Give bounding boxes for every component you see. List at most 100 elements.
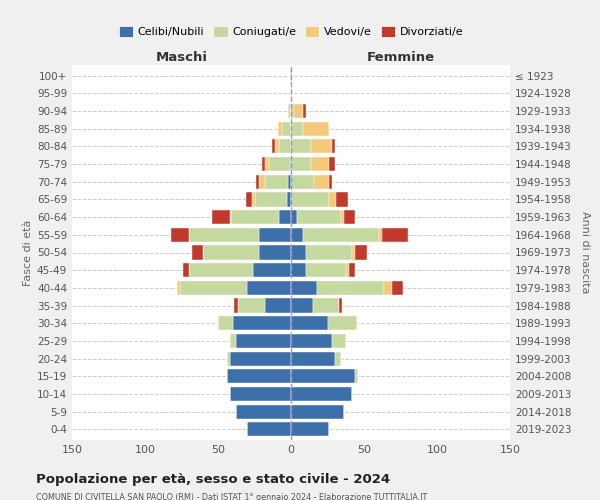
Bar <box>317 281 385 295</box>
Bar <box>230 210 231 224</box>
Bar <box>336 192 348 206</box>
Bar <box>189 228 259 242</box>
Bar <box>344 210 355 224</box>
Legend: Celibi/Nubili, Coniugati/e, Vedovi/e, Divorziati/e: Celibi/Nubili, Coniugati/e, Vedovi/e, Di… <box>115 22 467 42</box>
Bar <box>259 228 291 242</box>
Bar <box>311 140 332 153</box>
Bar <box>349 263 355 278</box>
Bar <box>189 263 253 278</box>
Bar <box>329 192 336 206</box>
Bar <box>259 246 291 260</box>
Bar <box>288 104 290 118</box>
Bar <box>355 369 358 384</box>
Bar <box>262 157 265 171</box>
Bar <box>265 157 269 171</box>
Text: Femmine: Femmine <box>367 51 434 64</box>
Bar <box>231 210 280 224</box>
Bar <box>291 298 313 312</box>
Bar <box>314 174 329 189</box>
Bar <box>291 352 335 366</box>
Bar <box>233 316 291 330</box>
Bar <box>313 298 339 312</box>
Bar <box>203 246 259 260</box>
Bar <box>291 369 355 384</box>
Bar <box>291 422 329 436</box>
Bar <box>291 104 294 118</box>
Bar <box>280 210 291 224</box>
Bar <box>291 387 352 401</box>
Bar <box>392 281 403 295</box>
Bar <box>291 122 302 136</box>
Bar <box>288 174 291 189</box>
Bar <box>302 122 329 136</box>
Text: Maschi: Maschi <box>155 51 208 64</box>
Bar <box>227 352 230 366</box>
Bar <box>291 281 317 295</box>
Bar <box>234 298 238 312</box>
Bar <box>291 86 292 101</box>
Bar <box>302 104 305 118</box>
Bar <box>265 174 288 189</box>
Bar <box>332 334 346 348</box>
Bar <box>238 298 265 312</box>
Bar <box>291 228 302 242</box>
Bar <box>256 174 259 189</box>
Bar <box>355 246 367 260</box>
Bar <box>218 316 233 330</box>
Bar <box>382 228 408 242</box>
Bar <box>230 334 236 348</box>
Bar <box>290 157 291 171</box>
Bar <box>352 246 355 260</box>
Bar <box>305 263 346 278</box>
Bar <box>247 281 291 295</box>
Bar <box>246 192 251 206</box>
Bar <box>328 316 356 330</box>
Bar <box>329 157 335 171</box>
Bar <box>335 352 341 366</box>
Bar <box>385 281 392 295</box>
Y-axis label: Fasce di età: Fasce di età <box>23 220 33 286</box>
Bar <box>183 263 189 278</box>
Bar <box>297 210 341 224</box>
Bar <box>294 104 302 118</box>
Bar <box>265 298 291 312</box>
Bar <box>236 334 291 348</box>
Text: Popolazione per età, sesso e stato civile - 2024: Popolazione per età, sesso e stato civil… <box>36 472 390 486</box>
Bar <box>272 140 275 153</box>
Bar <box>291 334 332 348</box>
Bar <box>291 192 329 206</box>
Bar <box>291 174 314 189</box>
Bar <box>287 192 291 206</box>
Bar <box>212 210 230 224</box>
Bar <box>253 263 291 278</box>
Bar <box>346 263 349 278</box>
Bar <box>291 68 292 82</box>
Bar <box>236 404 291 419</box>
Bar <box>230 352 291 366</box>
Bar <box>230 387 291 401</box>
Bar <box>192 246 203 260</box>
Bar <box>290 68 291 82</box>
Bar <box>305 246 352 260</box>
Bar <box>177 281 180 295</box>
Bar <box>379 228 382 242</box>
Bar <box>251 192 254 206</box>
Text: COMUNE DI CIVITELLA SAN PAOLO (RM) - Dati ISTAT 1° gennaio 2024 - Elaborazione T: COMUNE DI CIVITELLA SAN PAOLO (RM) - Dat… <box>36 492 427 500</box>
Bar <box>171 228 189 242</box>
Bar <box>291 316 328 330</box>
Bar <box>282 122 291 136</box>
Y-axis label: Anni di nascita: Anni di nascita <box>580 211 590 294</box>
Bar <box>180 281 247 295</box>
Bar <box>247 422 291 436</box>
Bar <box>291 157 311 171</box>
Bar <box>332 140 335 153</box>
Bar <box>329 174 332 189</box>
Bar <box>290 104 291 118</box>
Bar <box>254 192 287 206</box>
Bar <box>291 404 344 419</box>
Bar <box>291 140 311 153</box>
Bar <box>259 174 265 189</box>
Bar <box>339 298 342 312</box>
Bar <box>311 157 329 171</box>
Bar <box>302 228 379 242</box>
